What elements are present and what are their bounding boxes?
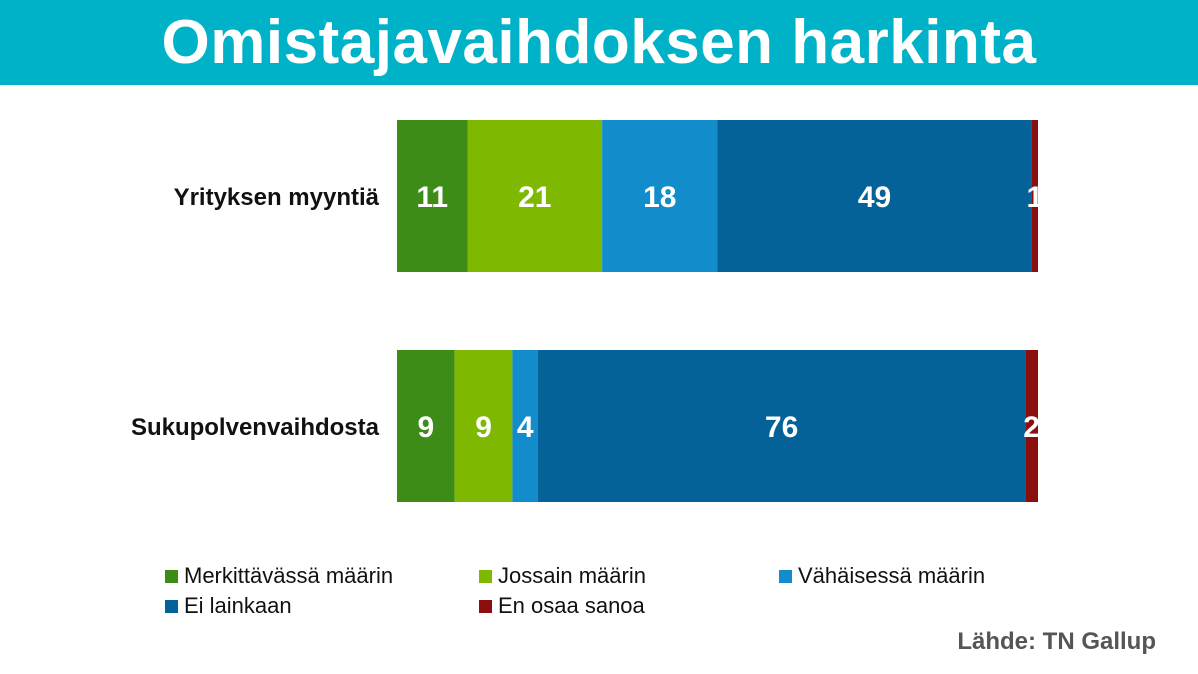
- legend-swatch: [165, 599, 178, 613]
- data-label: 76: [765, 411, 798, 444]
- bar-segment: [538, 350, 1026, 502]
- legend-label: Ei lainkaan: [184, 593, 292, 618]
- bar-segment: [602, 120, 718, 272]
- legend-label: Jossain määrin: [498, 563, 646, 588]
- data-label: 49: [858, 181, 891, 214]
- legend-item: Vähäisessä määrin: [779, 563, 1065, 589]
- legend-item: Merkittävässä määrin: [165, 563, 479, 589]
- bar-segment: [454, 350, 513, 502]
- legend-swatch: [479, 599, 492, 613]
- source-note: Lähde: TN Gallup: [957, 628, 1156, 655]
- data-label: 21: [518, 181, 551, 214]
- bar-segment: [512, 350, 539, 502]
- legend-label: Merkittävässä määrin: [184, 563, 394, 588]
- bar-segment: [467, 120, 603, 272]
- legend-swatch: [479, 569, 492, 583]
- legend-label: En osaa sanoa: [498, 593, 645, 618]
- data-label: 11: [416, 181, 448, 214]
- data-label: 2: [1023, 411, 1040, 444]
- legend-swatch: [165, 569, 178, 583]
- data-label: 4: [517, 411, 534, 444]
- legend: Merkittävässä määrin Jossain määrin Vähäis…: [165, 563, 1065, 619]
- legend-swatch: [779, 569, 792, 583]
- bar-segment: [1031, 120, 1038, 272]
- bar-segment: [397, 350, 455, 502]
- bar-segment: [717, 120, 1032, 272]
- data-label: 18: [643, 181, 676, 214]
- legend-item: Ei lainkaan: [165, 593, 479, 619]
- data-label: 9: [418, 411, 435, 444]
- legend-item: En osaa sanoa: [479, 593, 779, 619]
- category-label: Yrityksen myyntiä: [174, 184, 380, 211]
- stacked-bar-chart: Yrityksen myyntiä 11 21 18 49 1Sukupolvenvaih…: [130, 120, 1043, 502]
- title-bar: Omistajavaihdoksen harkinta: [0, 0, 1198, 85]
- data-label: 1: [1026, 181, 1043, 214]
- data-label: 9: [475, 411, 492, 444]
- legend-label: Vähäisessä määrin: [798, 563, 986, 588]
- category-label: Sukupolvenvaihdosta: [131, 414, 380, 441]
- chart-title: Omistajavaihdoksen harkinta: [161, 8, 1037, 77]
- legend-item: Jossain määrin: [479, 563, 779, 589]
- bar-segment: [397, 120, 468, 272]
- bar-segment: [1025, 350, 1038, 502]
